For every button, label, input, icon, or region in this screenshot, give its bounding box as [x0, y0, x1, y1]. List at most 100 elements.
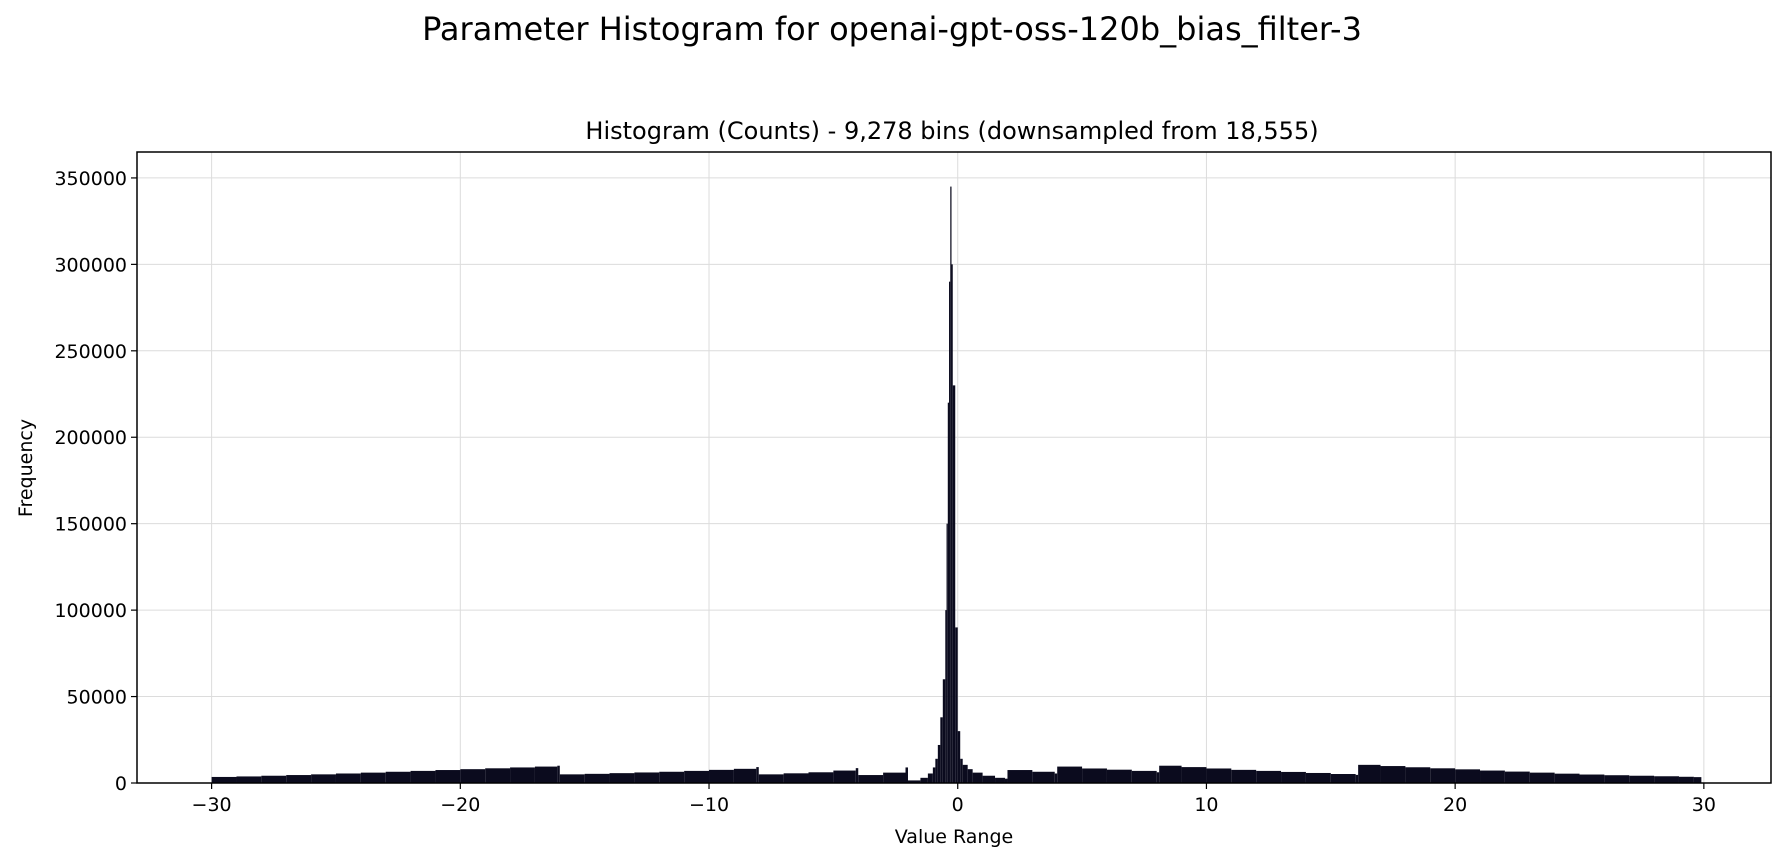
- axes-title: Histogram (Counts) - 9,278 bins (downsam…: [585, 117, 1318, 145]
- histogram-bar: [833, 770, 856, 783]
- x-tick-label: 20: [1443, 794, 1467, 816]
- histogram-bar: [311, 774, 336, 783]
- histogram-bar: [940, 717, 943, 783]
- histogram-bar: [1430, 768, 1456, 783]
- x-axis-ticks: −30 −20 −10 0 10 20 30: [192, 783, 1716, 816]
- histogram-bar: [783, 773, 809, 783]
- histogram-bar: [937, 744, 941, 783]
- y-tick-label: 250000: [54, 341, 127, 363]
- histogram-bar: [756, 767, 759, 783]
- histogram-bar: [1159, 765, 1182, 783]
- axes-frame: [136, 151, 1772, 784]
- histogram-bar: [951, 264, 953, 783]
- histogram-bar: [1330, 774, 1356, 783]
- y-tick-label: 100000: [54, 600, 127, 622]
- y-tick-label: 50000: [67, 687, 127, 709]
- histogram-bar: [1281, 771, 1306, 783]
- histogram-bar: [1131, 770, 1157, 783]
- histogram-bar: [1629, 775, 1655, 783]
- histogram-bar: [945, 610, 947, 783]
- histogram-bar: [758, 774, 784, 783]
- histogram-bar: [709, 769, 734, 783]
- histogram-bar: [634, 772, 660, 783]
- histogram-bar: [942, 679, 946, 783]
- histogram-bar: [1678, 776, 1694, 783]
- histogram-bar: [982, 775, 996, 783]
- histogram-bar: [1480, 770, 1505, 783]
- histogram-bar: [808, 772, 834, 783]
- histogram-bar: [932, 767, 936, 783]
- histogram-bar: [972, 772, 983, 783]
- histogram-bar: [927, 773, 933, 783]
- y-tick-label: 150000: [54, 514, 127, 536]
- histogram-bar: [435, 770, 461, 783]
- histogram-bar: [855, 768, 859, 783]
- histogram-bar: [659, 771, 685, 783]
- histogram-bar: [1654, 776, 1679, 783]
- histogram-bar: [967, 769, 973, 783]
- histogram-bar: [1405, 767, 1431, 783]
- histogram-bar: [960, 758, 963, 783]
- histogram-bars: [211, 186, 1702, 784]
- x-axis-label: Value Range: [895, 826, 1013, 848]
- histogram-bar: [950, 186, 952, 784]
- histogram-bar: [684, 770, 710, 783]
- histogram-bar: [1004, 778, 1008, 783]
- histogram-bar: [1455, 769, 1481, 783]
- histogram-bar: [995, 777, 1005, 783]
- histogram-bar: [1355, 774, 1359, 783]
- histogram-bar: [952, 385, 956, 783]
- y-axis-ticks: 0 50000 100000 150000 200000 250000 300000 3500…: [54, 168, 137, 795]
- histogram-bar: [920, 777, 928, 783]
- histogram-bar: [946, 523, 948, 783]
- histogram-bar: [485, 768, 511, 783]
- x-tick-label: 0: [952, 794, 964, 816]
- x-tick-label: 30: [1692, 794, 1716, 816]
- histogram-bar: [211, 776, 237, 783]
- histogram-bar: [236, 776, 262, 783]
- histogram-bar: [460, 769, 486, 783]
- histogram-bar: [858, 775, 884, 783]
- histogram-bar: [1106, 769, 1132, 783]
- histogram-bar: [1579, 774, 1605, 783]
- histogram-bar: [907, 780, 921, 783]
- histogram-bar: [1529, 772, 1555, 783]
- histogram-bar: [609, 773, 635, 783]
- histogram-bar: [957, 731, 961, 783]
- x-tick-label: −30: [192, 794, 232, 816]
- y-tick-label: 350000: [54, 168, 127, 190]
- histogram-bar: [1156, 772, 1160, 783]
- histogram-bar: [1305, 772, 1331, 783]
- histogram-bar: [335, 773, 361, 783]
- histogram-bar: [1007, 770, 1033, 783]
- histogram-bar: [962, 764, 968, 783]
- histogram-bar: [1358, 764, 1381, 783]
- histogram-bar: [1693, 777, 1702, 783]
- histogram-bar: [1504, 771, 1530, 783]
- histogram-bar: [534, 766, 558, 783]
- histogram-bar: [935, 758, 938, 783]
- grid-lines: [137, 152, 1771, 784]
- histogram-bar: [949, 281, 951, 783]
- histogram-bar: [385, 771, 411, 783]
- x-tick-label: 10: [1194, 794, 1218, 816]
- histogram-bar: [1181, 767, 1207, 783]
- histogram-bar: [286, 775, 312, 783]
- x-tick-label: −10: [689, 794, 729, 816]
- histogram-bar: [559, 774, 585, 783]
- histogram-bar: [1231, 769, 1257, 783]
- y-tick-label: 0: [115, 773, 127, 795]
- histogram-bar: [261, 775, 287, 783]
- histogram-bar: [584, 773, 610, 783]
- y-tick-label: 200000: [54, 427, 127, 449]
- y-tick-label: 300000: [54, 254, 127, 276]
- histogram-bar: [947, 402, 950, 783]
- histogram-bar: [1054, 773, 1058, 783]
- histogram-bar: [360, 772, 386, 783]
- histogram-bar: [1256, 770, 1282, 783]
- histogram-bar: [410, 770, 436, 783]
- histogram-bar: [905, 767, 908, 783]
- histogram-bar: [557, 765, 560, 783]
